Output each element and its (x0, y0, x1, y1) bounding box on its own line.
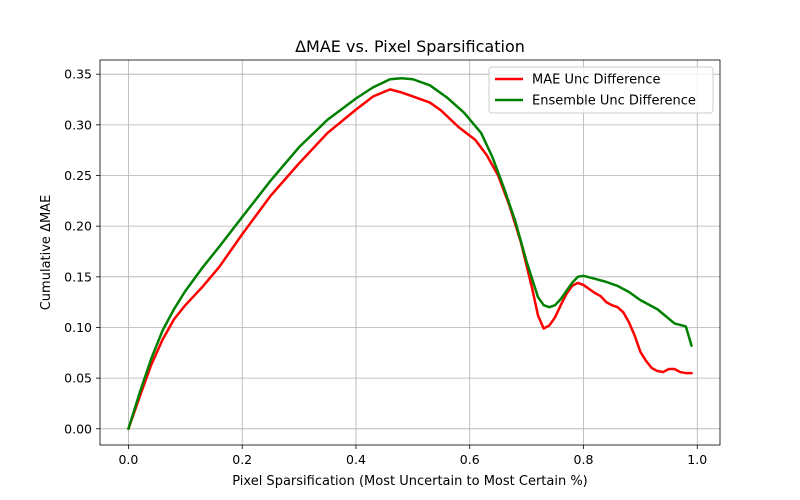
grid (100, 60, 720, 445)
legend-label-ensemble: Ensemble Unc Difference (532, 94, 696, 109)
series-line-ensemble (127, 76, 693, 431)
series-line-mae (127, 88, 693, 431)
x-tick-label: 0.8 (574, 452, 594, 467)
legend: MAE Unc Difference Ensemble Unc Differen… (488, 66, 714, 114)
y-axis-label: Cumulative ΔMAE (39, 195, 54, 311)
x-tick-label: 0.6 (460, 452, 480, 467)
plot-area-frame (99, 59, 721, 446)
y-tick-label: 0.25 (64, 168, 92, 183)
y-tick-label: 0.35 (64, 67, 92, 82)
y-tick-label: 0.30 (64, 117, 92, 132)
x-tick-label: 0.0 (118, 452, 138, 467)
x-tick-label: 1.0 (687, 452, 707, 467)
x-tick-label: 0.2 (232, 452, 252, 467)
y-tick-label: 0.15 (64, 269, 92, 284)
chart-title: ΔMAE vs. Pixel Sparsification (295, 37, 525, 56)
series-lines (127, 76, 693, 431)
y-tick-label: 0.05 (64, 371, 92, 386)
y-tick-label: 0.10 (64, 320, 92, 335)
legend-box (488, 66, 714, 114)
legend-label-mae: MAE Unc Difference (532, 73, 661, 88)
x-tick-label: 0.4 (346, 452, 366, 467)
y-tick-label: 0.20 (64, 219, 92, 234)
y-tick-label: 0.00 (64, 421, 92, 436)
x-axis-label: Pixel Sparsification (Most Uncertain to … (232, 474, 588, 489)
axis-ticks: 0.0 0.2 0.4 0.6 0.8 1.0 0.00 0.05 0.10 0.15 0.20 0.… (64, 67, 707, 467)
